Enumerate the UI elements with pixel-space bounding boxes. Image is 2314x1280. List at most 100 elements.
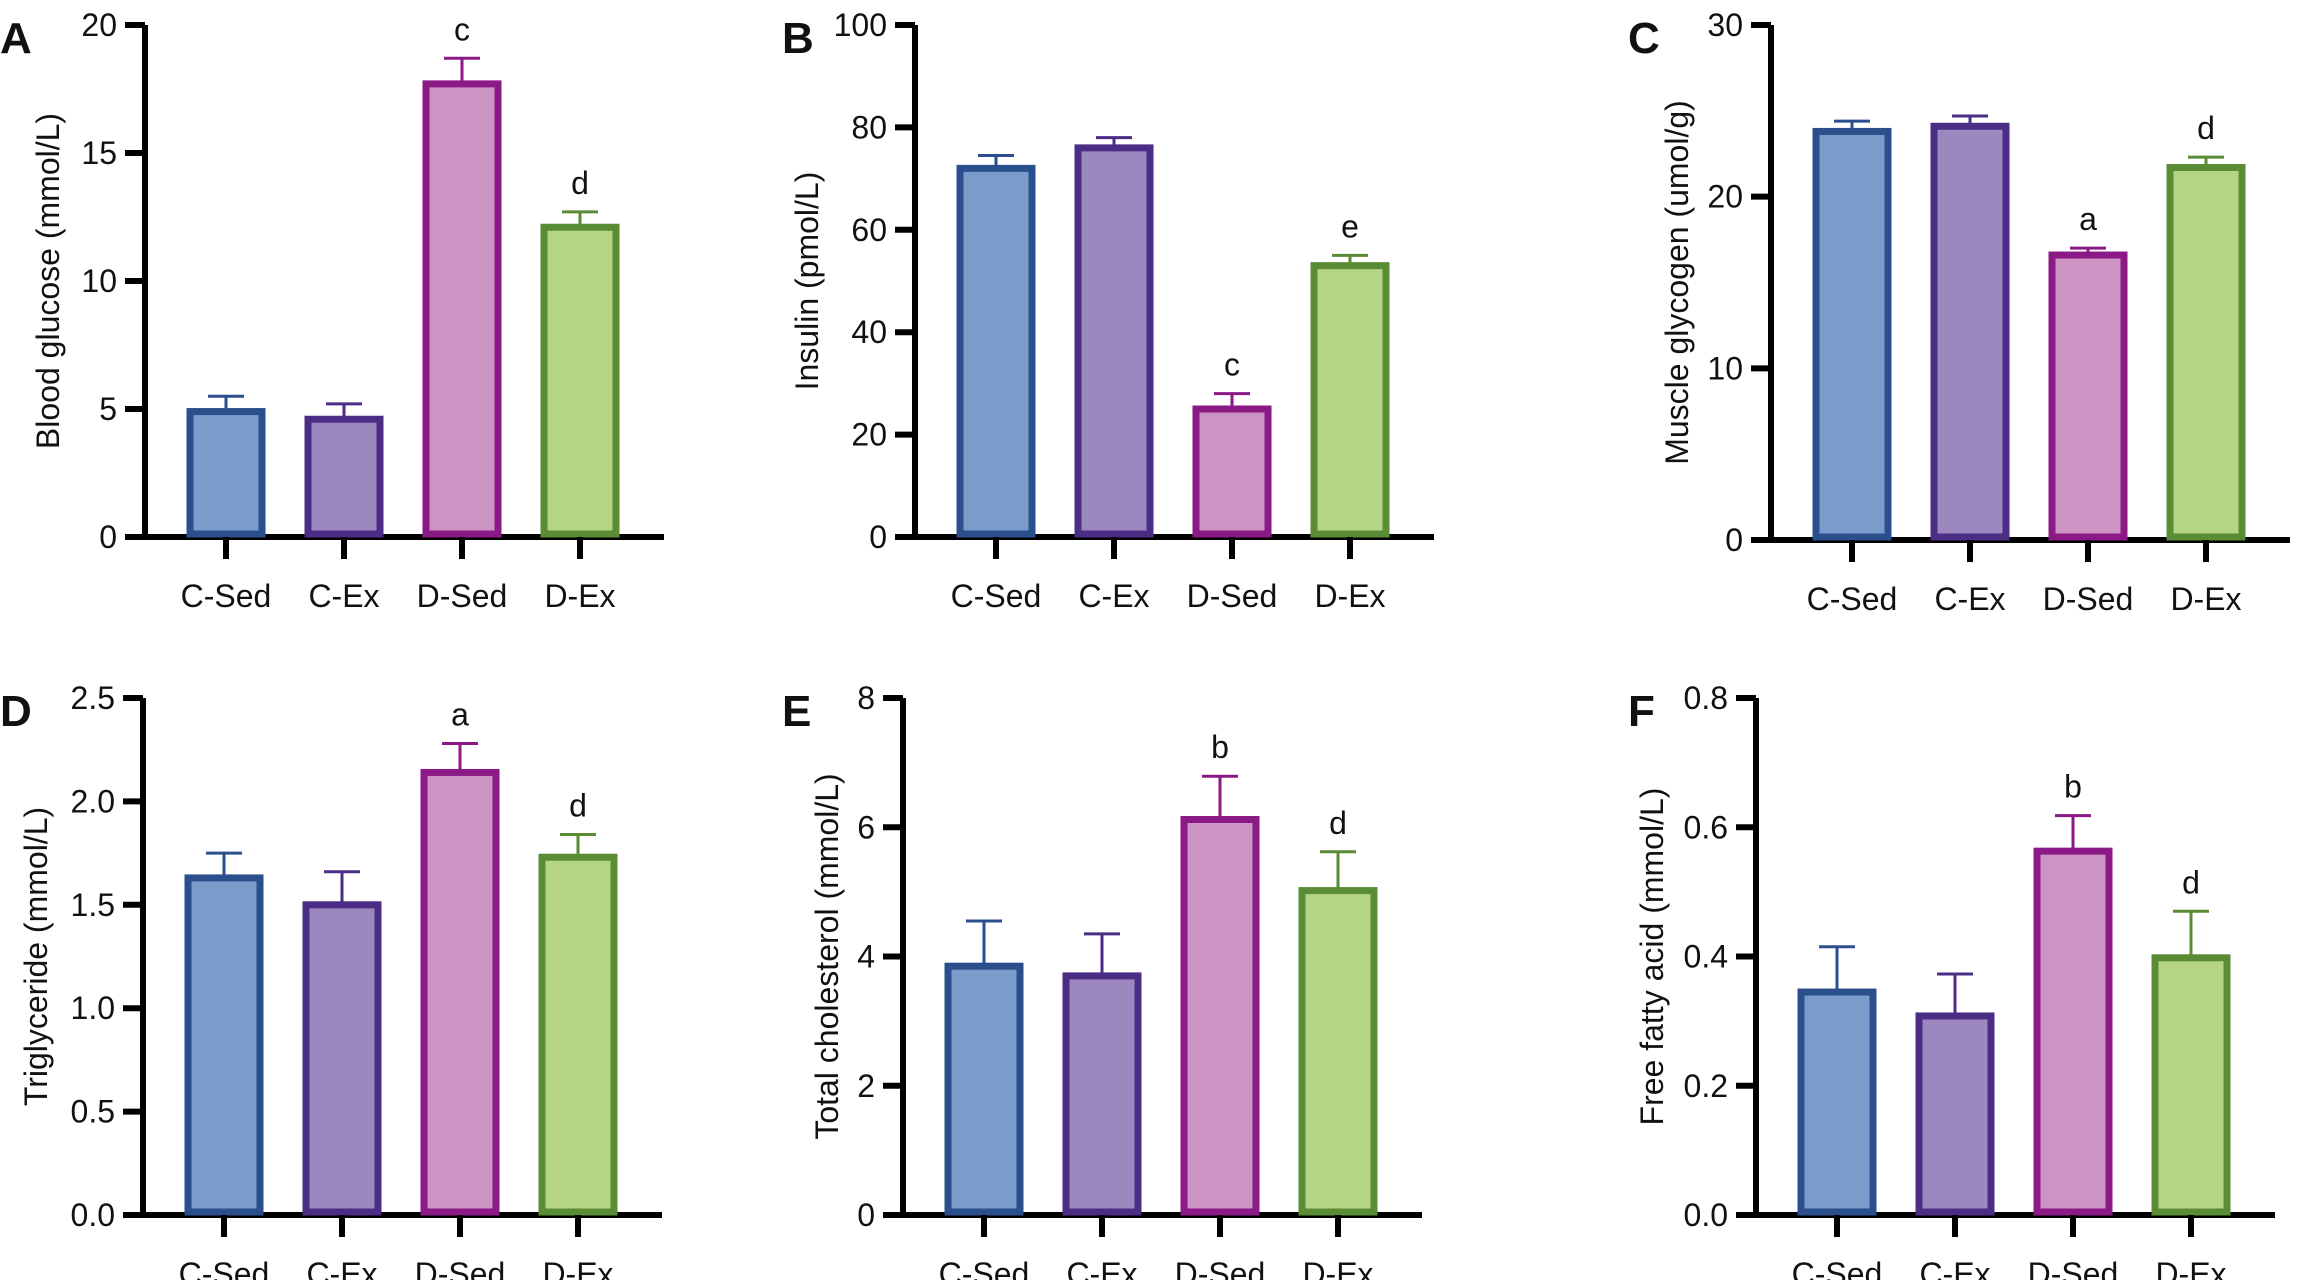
panel-letter: E [782,687,811,736]
y-tick-label: 0 [1725,522,1743,558]
x-tick-label: C-Ex [306,1256,377,1280]
y-tick-label: 20 [1707,179,1743,215]
bar-D-Sed [422,80,502,538]
x-tick-label: D-Ex [544,578,615,614]
significance-label: a [2079,201,2097,237]
significance-label: d [2182,864,2200,900]
significance-label: e [1341,208,1359,244]
bar-D-Ex [2151,954,2231,1216]
y-tick-label: 8 [857,680,875,716]
significance-label: c [1224,347,1240,383]
significance-label: d [2197,110,2215,146]
bar-D-Ex [1310,262,1390,538]
x-tick-label: C-Sed [179,1256,270,1280]
bar-C-Sed [184,874,264,1216]
y-tick-label: 10 [81,263,117,299]
x-tick-label: C-Ex [1919,1256,1990,1280]
y-tick-label: 0.6 [1684,809,1728,845]
y-tick-label: 2.0 [71,783,115,819]
panel-letter: C [1628,14,1660,63]
panel-letter: B [782,14,814,63]
y-tick-label: 0.0 [71,1197,115,1233]
bar-D-Sed [2048,251,2128,541]
bar-D-Ex [1298,887,1378,1216]
y-tick-label: 40 [851,314,887,350]
y-axis-label: Muscle glycogen (umol/g) [1659,100,1695,465]
y-tick-label: 0.0 [1684,1197,1728,1233]
bar-C-Sed [1812,127,1892,541]
x-tick-label: D-Sed [2028,1256,2119,1280]
x-tick-label: C-Sed [951,578,1042,614]
x-tick-label: D-Ex [542,1256,613,1280]
x-tick-label: D-Ex [1314,578,1385,614]
y-axis-label: Insulin (pmol/L) [789,172,825,391]
panel-E: E 0 2 4 6 8 Total cholesterol (mmol/L) C-Sed C-E… [782,680,1422,1280]
significance-label: a [451,696,469,732]
x-tick-label: C-Sed [1807,581,1898,617]
y-tick-label: 0.2 [1684,1068,1728,1104]
x-tick-label: D-Sed [2043,581,2134,617]
y-tick-label: 4 [857,939,875,975]
y-tick-label: 60 [851,212,887,248]
y-tick-label: 30 [1707,7,1743,43]
significance-label: d [569,787,587,823]
bar-D-Sed [1192,405,1272,538]
bar-D-Sed [1180,815,1260,1216]
y-tick-label: 0 [869,519,887,555]
x-tick-label: C-Ex [1066,1256,1137,1280]
y-axis-label: Total cholesterol (mmol/L) [809,773,845,1139]
y-tick-label: 6 [857,809,875,845]
y-tick-label: 20 [81,7,117,43]
y-tick-label: 0 [99,519,117,555]
bar-D-Sed [420,768,500,1216]
y-tick-label: 2.5 [71,680,115,716]
x-tick-label: D-Ex [2155,1256,2226,1280]
x-tick-label: C-Ex [1078,578,1149,614]
x-tick-label: D-Sed [1187,578,1278,614]
x-tick-label: D-Ex [2170,581,2241,617]
y-tick-label: 0 [857,1197,875,1233]
bar-D-Ex [540,223,620,538]
bar-D-Sed [2033,847,2113,1216]
significance-label: c [454,11,470,47]
y-tick-label: 0.8 [1684,680,1728,716]
bar-C-Ex [304,415,384,538]
x-tick-label: C-Ex [1934,581,2005,617]
bar-C-Ex [1074,144,1154,538]
bar-C-Ex [1930,122,2010,541]
x-tick-label: C-Sed [939,1256,1030,1280]
y-axis-label: Free fatty acid (mmol/L) [1634,788,1670,1126]
x-tick-label: D-Sed [417,578,508,614]
y-tick-label: 100 [834,7,887,43]
panel-letter: F [1628,687,1655,736]
panel-F: F 0.0 0.2 0.4 0.6 0.8 Free fatty acid (mmol/L)… [1628,680,2275,1280]
significance-label: b [2064,769,2082,805]
bar-C-Ex [302,901,382,1216]
bar-C-Ex [1062,972,1142,1216]
x-tick-label: D-Ex [1302,1256,1373,1280]
bar-C-Ex [1915,1012,1995,1216]
significance-label: b [1211,729,1229,765]
x-tick-label: D-Sed [1175,1256,1266,1280]
y-axis-label: Blood glucose (mmol/L) [30,113,66,449]
bar-C-Sed [944,962,1024,1216]
y-tick-label: 2 [857,1068,875,1104]
y-tick-label: 0.5 [71,1094,115,1130]
y-tick-label: 0.4 [1684,939,1728,975]
bar-C-Sed [956,164,1036,538]
x-tick-label: C-Sed [1792,1256,1883,1280]
panel-A: A 0 5 10 15 20 Blood glucose (mmol/L) C-Sed C-Ex… [0,7,664,614]
significance-label: d [571,165,589,201]
y-tick-label: 80 [851,109,887,145]
significance-label: d [1329,805,1347,841]
y-tick-label: 1.0 [71,990,115,1026]
y-tick-label: 1.5 [71,887,115,923]
bar-C-Sed [186,408,266,538]
y-tick-label: 5 [99,391,117,427]
x-tick-label: D-Sed [415,1256,506,1280]
bar-C-Sed [1797,988,1877,1216]
bar-D-Ex [538,853,618,1216]
panel-C: C 0 10 20 30 Muscle glycogen (umol/g) C-Sed C-E… [1628,7,2290,617]
panel-letter: D [0,687,32,736]
bar-D-Ex [2166,163,2246,541]
